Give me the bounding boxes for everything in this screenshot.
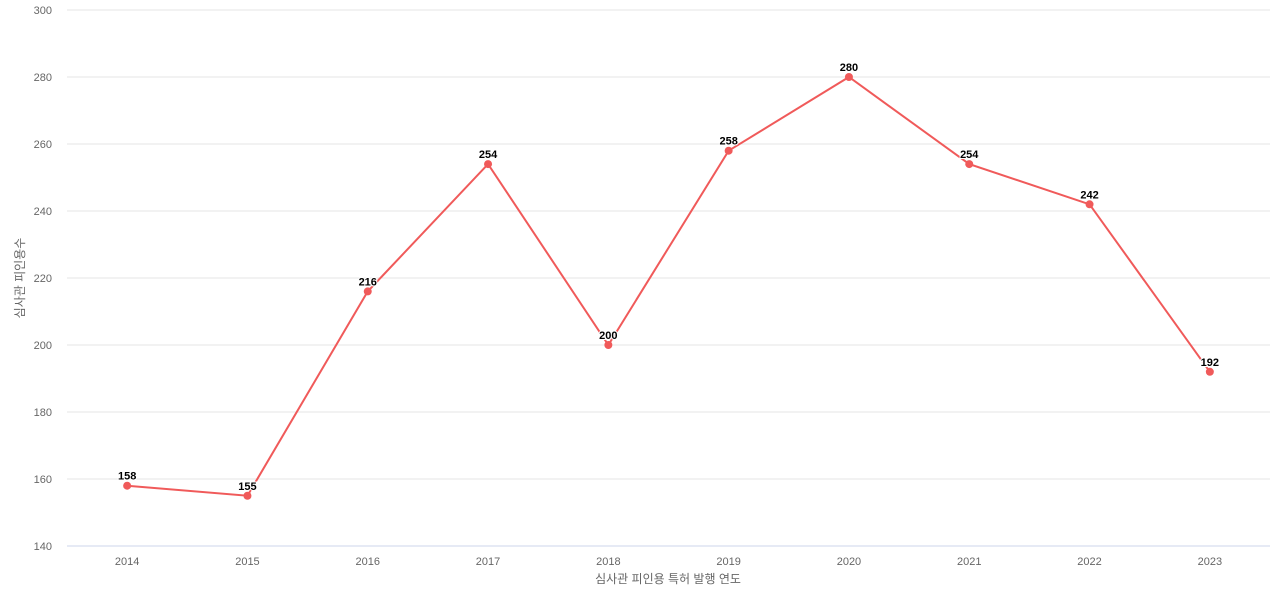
y-tick-label: 240 — [34, 206, 52, 218]
x-tick-label: 2014 — [115, 556, 139, 568]
x-tick-label: 2022 — [1077, 556, 1101, 568]
data-label: 280 — [840, 62, 858, 74]
data-point[interactable] — [243, 491, 252, 500]
x-tick-label: 2019 — [716, 556, 740, 568]
data-point[interactable] — [724, 146, 733, 155]
data-point[interactable] — [1085, 200, 1094, 209]
data-label: 216 — [359, 276, 377, 288]
data-label: 155 — [238, 481, 256, 493]
x-tick-label: 2018 — [596, 556, 620, 568]
data-point[interactable] — [123, 481, 132, 490]
data-point[interactable] — [363, 287, 372, 296]
y-tick-label: 220 — [34, 273, 52, 285]
series-line — [127, 75, 1211, 497]
y-tick-label: 160 — [34, 474, 52, 486]
data-point[interactable] — [844, 73, 853, 81]
x-tick-label: 2017 — [476, 556, 500, 568]
y-tick-label: 180 — [34, 407, 52, 419]
y-tick-label: 300 — [34, 5, 52, 17]
x-axis-title: 심사관 피인용 특허 발행 연도 — [595, 571, 741, 586]
y-axis-title: 심사관 피인용수 — [13, 238, 27, 319]
y-tick-label: 280 — [34, 72, 52, 84]
x-tick-label: 2015 — [235, 556, 259, 568]
y-tick-label: 260 — [34, 139, 52, 151]
x-tick-label: 2023 — [1198, 556, 1222, 568]
data-label: 192 — [1201, 357, 1219, 369]
data-label: 242 — [1080, 189, 1098, 201]
data-point[interactable] — [965, 160, 974, 169]
data-label: 254 — [479, 149, 498, 161]
data-label: 254 — [960, 149, 979, 161]
data-label: 258 — [719, 136, 737, 148]
x-tick-label: 2021 — [957, 556, 981, 568]
data-point[interactable] — [484, 160, 493, 169]
data-label: 200 — [599, 330, 617, 342]
y-tick-label: 200 — [34, 340, 52, 352]
data-point[interactable] — [1205, 367, 1214, 376]
y-tick-label: 140 — [34, 541, 52, 553]
x-tick-label: 2016 — [356, 556, 380, 568]
data-point[interactable] — [604, 341, 613, 349]
x-tick-label: 2020 — [837, 556, 861, 568]
data-label: 158 — [118, 471, 136, 483]
